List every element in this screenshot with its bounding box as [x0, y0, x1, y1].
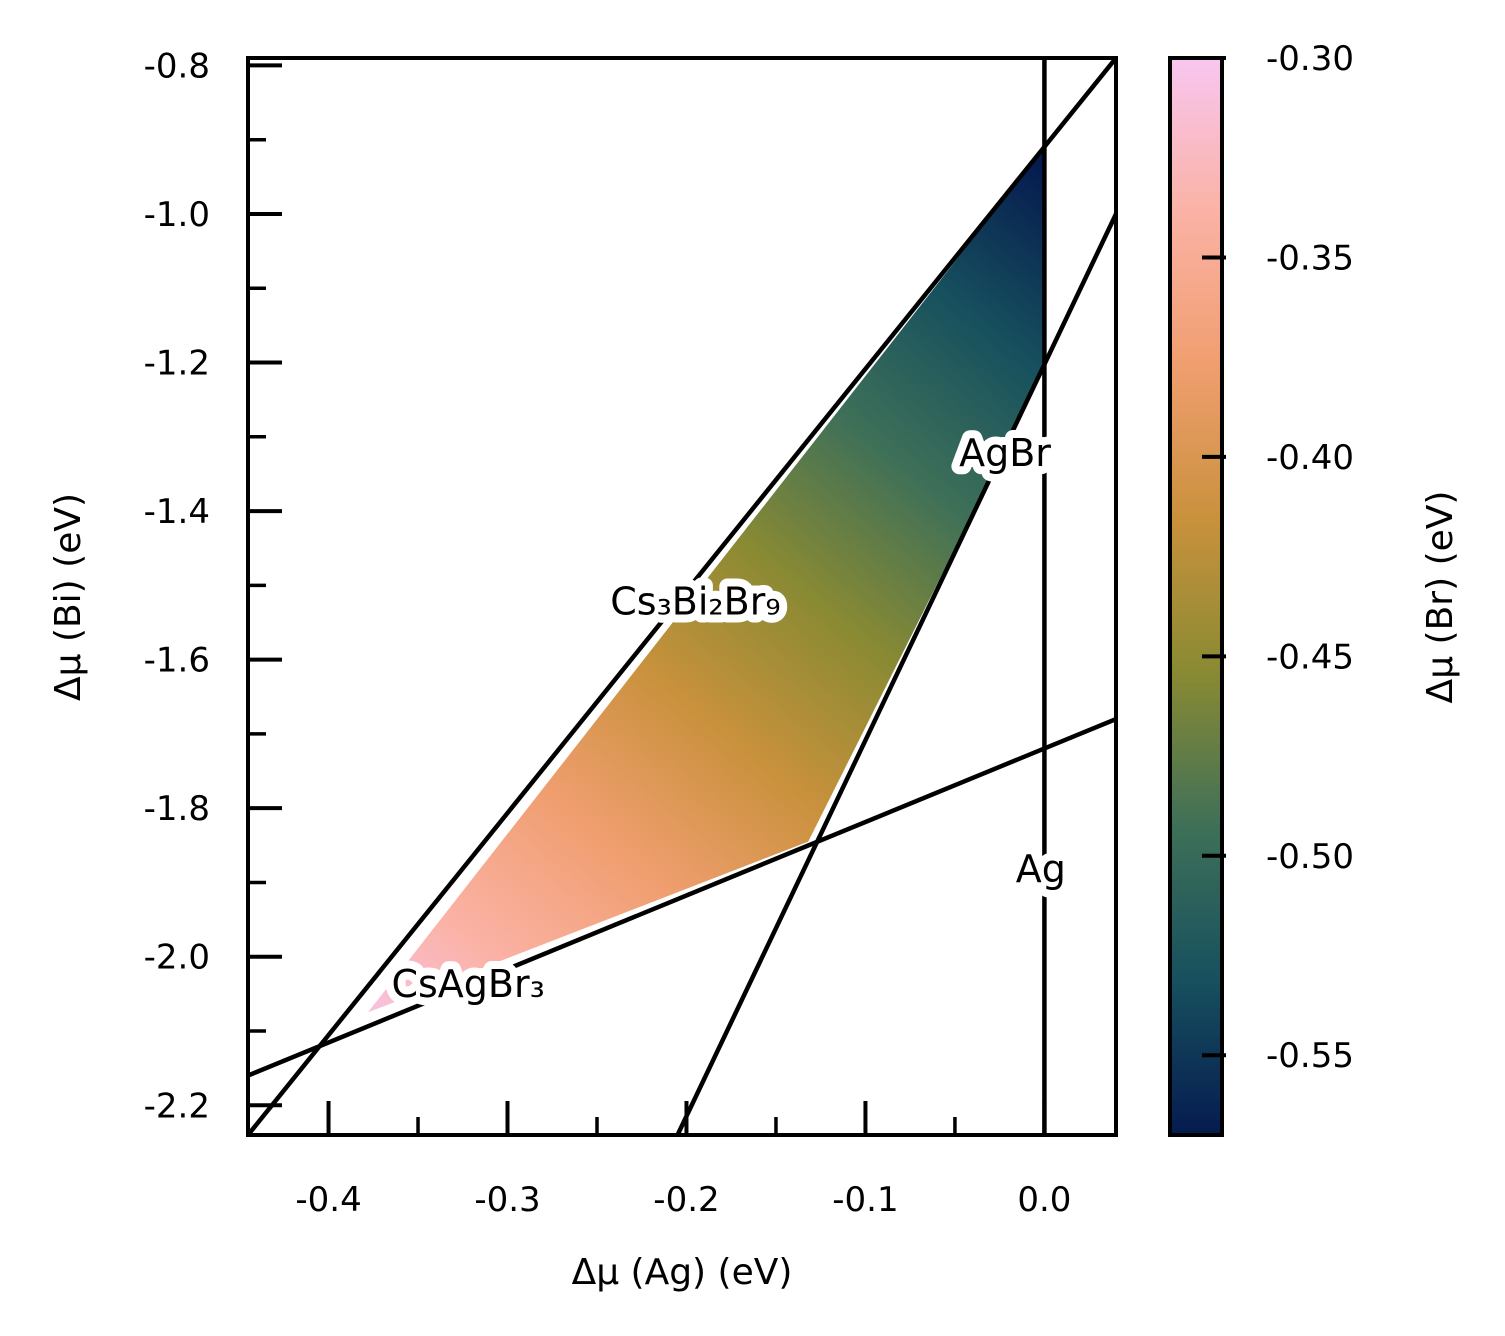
x-tick-label: -0.2 — [653, 1180, 719, 1220]
phase-labels: AgBrAgBrCs₃Bi₂Br₉Cs₃Bi₂Br₉AgAgCsAgBr₃CsA… — [383, 423, 1073, 1014]
colorbar-tick-label: -0.40 — [1266, 438, 1354, 478]
x-axis-label: Δμ (Ag) (eV) — [572, 1252, 793, 1293]
phase-label-0: AgBr — [959, 431, 1051, 475]
colorbar-tick-label: -0.50 — [1266, 837, 1354, 877]
y-tick-label: -1.2 — [144, 344, 210, 384]
phase-label-3: CsAgBr₃ — [391, 962, 544, 1006]
y-tick-label: -1.8 — [144, 789, 210, 829]
y-axis: -2.2 -2.0 -1.8 -1.6 -1.4 -1.2 -1.0 -0.8 — [144, 46, 282, 1126]
y-tick-label: -1.4 — [144, 492, 210, 532]
boundary-line-2 — [248, 716, 1116, 1078]
plot-frame — [246, 56, 1118, 1137]
y-tick-label: -1.6 — [144, 641, 210, 681]
colorbar — [1168, 56, 1224, 1137]
boundary-line-0 — [248, 58, 1116, 1135]
phase-label-halo-3: CsAgBr₃ — [391, 962, 544, 1006]
stability-region — [367, 147, 1045, 1013]
x-tick-label: -0.1 — [832, 1180, 898, 1220]
colorbar-tick-label: -0.55 — [1266, 1036, 1354, 1076]
y-tick-label: -0.8 — [144, 46, 210, 86]
colorbar-tick-label: -0.30 — [1266, 39, 1354, 79]
phase-label-halo-0: AgBr — [959, 431, 1051, 475]
y-tick-label: -1.0 — [144, 195, 210, 235]
phase-label-1: Cs₃Bi₂Br₉ — [610, 579, 780, 623]
y-tick-label: -2.0 — [144, 938, 210, 978]
plot-area: AgBrAgBrCs₃Bi₂Br₉Cs₃Bi₂Br₉AgAgCsAgBr₃CsA… — [248, 58, 1116, 1135]
y-axis-label: Δμ (Bi) (eV) — [48, 493, 89, 701]
colorbar-label: Δμ (Br) (eV) — [1420, 491, 1461, 704]
colorbar-tick-label: -0.35 — [1266, 238, 1354, 278]
y-tick-label: -2.2 — [144, 1086, 210, 1126]
x-tick-label: 0.0 — [1017, 1180, 1071, 1220]
phase-label-halo-1: Cs₃Bi₂Br₉ — [610, 579, 780, 623]
colorbar-tick-label: -0.45 — [1266, 637, 1354, 677]
x-tick-label: -0.3 — [474, 1180, 540, 1220]
x-tick-label: -0.4 — [295, 1180, 361, 1220]
phase-label-2: Ag — [1016, 847, 1066, 891]
x-axis: -0.4 -0.3 -0.2 -0.1 0.0 — [295, 1101, 1071, 1220]
boundary-lines — [248, 58, 1116, 1135]
phase-label-halo-2: Ag — [1016, 847, 1066, 891]
colorbar-axis: -0.55 -0.50 -0.45 -0.40 -0.35 -0.30 — [1202, 39, 1354, 1076]
